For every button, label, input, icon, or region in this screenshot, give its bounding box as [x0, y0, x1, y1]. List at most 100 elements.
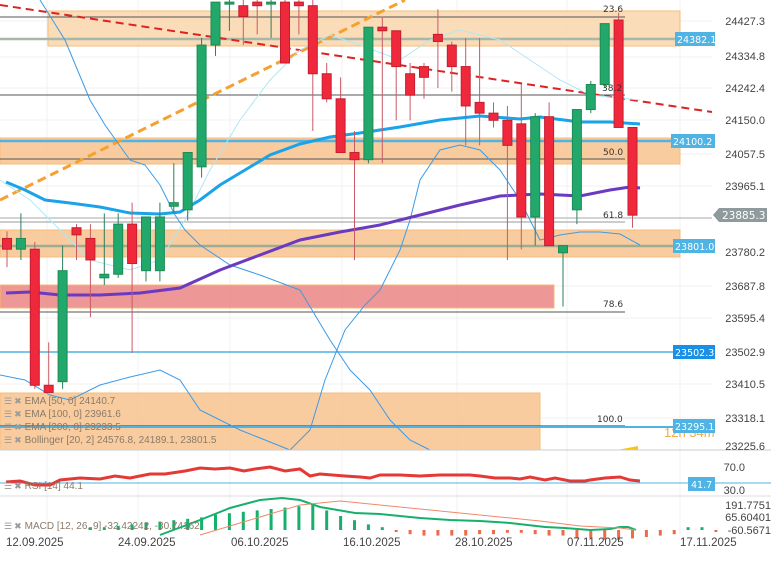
- price-tick: 24242.4: [725, 83, 765, 95]
- rsi-tag[interactable]: 41.7: [688, 477, 715, 491]
- legend-macd[interactable]: ☰ ✖ MACD [12, 26, 9] -32.42242, -30.74162: [4, 521, 200, 532]
- candle[interactable]: [599, 23, 610, 85]
- candle[interactable]: [280, 1, 290, 64]
- candle[interactable]: [127, 223, 138, 265]
- red-zone[interactable]: [0, 284, 555, 309]
- candle[interactable]: [516, 123, 527, 218]
- menu-icon[interactable]: ☰: [4, 409, 13, 419]
- close-icon[interactable]: ✖: [14, 435, 22, 445]
- price-tick: 23502.9: [725, 347, 765, 359]
- price-tick: 24057.5: [725, 149, 765, 161]
- rsi-tick: 70.0: [724, 462, 745, 474]
- candle[interactable]: [252, 1, 263, 7]
- candle[interactable]: [71, 227, 82, 236]
- support-zone-mid[interactable]: [0, 229, 681, 258]
- legend-ema100[interactable]: ☰ ✖ EMA [100, 0] 23961.6: [4, 409, 121, 420]
- menu-icon[interactable]: ☰: [4, 396, 13, 406]
- candle[interactable]: [29, 248, 40, 386]
- candle[interactable]: [196, 44, 207, 168]
- candle[interactable]: [238, 5, 249, 17]
- close-icon[interactable]: ✖: [14, 396, 22, 406]
- legend-ema50[interactable]: ☰ ✖ EMA [50, 0] 24140.7: [4, 396, 116, 407]
- price-tick: 23225.6: [725, 441, 765, 453]
- price-tag-24382[interactable]: 24382.1: [675, 32, 716, 46]
- svg-text:23801.0: 23801.0: [675, 242, 714, 253]
- candle[interactable]: [266, 1, 277, 5]
- bollinger-middle: [39, 0, 431, 451]
- candle[interactable]: [377, 26, 388, 32]
- price-tag-23295[interactable]: 23295.1: [673, 419, 715, 433]
- candle[interactable]: [460, 66, 471, 107]
- candle[interactable]: [113, 223, 124, 275]
- price-tick: 23410.5: [725, 379, 765, 391]
- candle[interactable]: [57, 270, 68, 383]
- svg-text:41.7: 41.7: [691, 480, 712, 491]
- macd-tick: 191.7751: [725, 500, 771, 512]
- candle[interactable]: [2, 237, 12, 250]
- candle[interactable]: [558, 245, 568, 254]
- candle[interactable]: [43, 384, 54, 393]
- candle[interactable]: [502, 119, 513, 146]
- candle[interactable]: [15, 237, 26, 250]
- svg-text:23885.3: 23885.3: [722, 210, 765, 222]
- candle[interactable]: [182, 152, 193, 211]
- svg-text:24382.1: 24382.1: [677, 35, 716, 46]
- candle[interactable]: [446, 44, 457, 68]
- candle[interactable]: [293, 1, 304, 7]
- candle[interactable]: [210, 1, 221, 46]
- candle[interactable]: [627, 126, 638, 216]
- ema50-line: [5, 114, 641, 216]
- price-tick: 24334.8: [725, 51, 765, 63]
- rsi-line: [5, 465, 641, 487]
- candle[interactable]: [432, 33, 443, 43]
- legend-bollinger[interactable]: ☰ ✖ Bollinger [20, 2] 24576.8, 24189.1, 23…: [4, 435, 217, 446]
- candle[interactable]: [224, 1, 235, 5]
- candle[interactable]: [405, 73, 416, 96]
- macd-tick: -60.5671: [728, 525, 771, 537]
- candle[interactable]: [363, 26, 374, 161]
- candle[interactable]: [530, 116, 541, 218]
- candle[interactable]: [154, 216, 165, 272]
- candle[interactable]: [99, 273, 110, 279]
- close-icon[interactable]: ✖: [14, 422, 22, 432]
- macd-tick: 65.60401: [725, 512, 771, 524]
- price-tag-24100[interactable]: 24100.2: [671, 134, 715, 148]
- candle[interactable]: [544, 116, 555, 247]
- price-tag-23502[interactable]: 23502.3: [673, 345, 715, 359]
- candle[interactable]: [571, 109, 582, 211]
- price-tick: 23780.2: [725, 247, 765, 259]
- bollinger-lower: [0, 144, 641, 451]
- legend-ema200[interactable]: ☰ ✖ EMA [200, 0] 23233.5: [4, 422, 121, 433]
- legend-rsi[interactable]: ☰ ✖ RSI [14] 44.1: [4, 481, 83, 492]
- yellow-marker: [617, 446, 638, 450]
- candle[interactable]: [307, 5, 318, 75]
- candle[interactable]: [349, 152, 360, 161]
- menu-icon[interactable]: ☰: [4, 521, 13, 531]
- fib-label-50.0: 50.0: [603, 148, 623, 158]
- candle[interactable]: [168, 202, 179, 207]
- price-axis: 24427.3 24334.8 24242.4 24150.0 24057.5 …: [724, 16, 771, 537]
- candle[interactable]: [85, 237, 96, 261]
- candle[interactable]: [474, 101, 485, 114]
- candle[interactable]: [321, 73, 332, 100]
- candle[interactable]: [141, 216, 151, 272]
- support-zone-lower[interactable]: [0, 392, 541, 451]
- candle[interactable]: [419, 66, 429, 78]
- price-tick: 23687.8: [725, 281, 765, 293]
- candle[interactable]: [391, 30, 402, 68]
- menu-icon[interactable]: ☰: [4, 435, 13, 445]
- menu-icon[interactable]: ☰: [4, 422, 13, 432]
- close-icon[interactable]: ✖: [14, 409, 22, 419]
- price-tag-current[interactable]: 23885.3: [713, 208, 767, 222]
- candle[interactable]: [488, 112, 499, 121]
- close-icon[interactable]: ✖: [14, 481, 22, 491]
- svg-text:23502.3: 23502.3: [675, 348, 714, 359]
- date-tick: 17.11.2025: [680, 537, 737, 549]
- candle[interactable]: [613, 19, 624, 128]
- close-icon[interactable]: ✖: [14, 521, 22, 531]
- price-tag-23801[interactable]: 23801.0: [673, 239, 715, 253]
- candle[interactable]: [335, 98, 346, 154]
- candle[interactable]: [585, 83, 596, 111]
- menu-icon[interactable]: ☰: [4, 481, 13, 491]
